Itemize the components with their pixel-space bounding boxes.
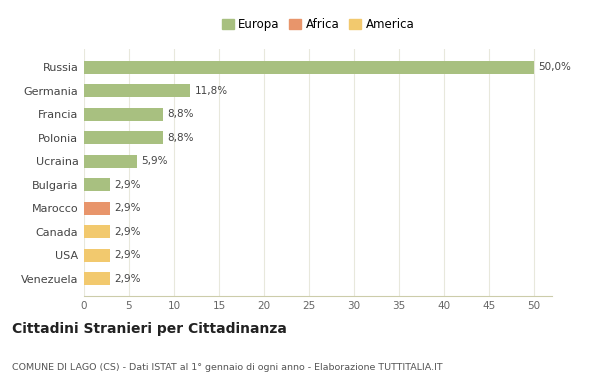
Bar	[84, 108, 163, 120]
Bar	[84, 84, 190, 97]
Text: 2,9%: 2,9%	[115, 250, 141, 260]
Text: 2,9%: 2,9%	[115, 180, 141, 190]
Text: 2,9%: 2,9%	[115, 227, 141, 237]
Bar	[84, 61, 534, 74]
Text: Cittadini Stranieri per Cittadinanza: Cittadini Stranieri per Cittadinanza	[12, 322, 287, 336]
Bar	[84, 131, 163, 144]
Text: 8,8%: 8,8%	[168, 109, 194, 119]
Bar	[84, 178, 110, 191]
Text: COMUNE DI LAGO (CS) - Dati ISTAT al 1° gennaio di ogni anno - Elaborazione TUTTI: COMUNE DI LAGO (CS) - Dati ISTAT al 1° g…	[12, 363, 443, 372]
Text: 50,0%: 50,0%	[539, 62, 571, 72]
Bar	[84, 272, 110, 285]
Text: 2,9%: 2,9%	[115, 203, 141, 213]
Bar	[84, 249, 110, 262]
Bar	[84, 202, 110, 215]
Text: 8,8%: 8,8%	[168, 133, 194, 142]
Text: 11,8%: 11,8%	[195, 86, 228, 96]
Text: 2,9%: 2,9%	[115, 274, 141, 284]
Legend: Europa, Africa, America: Europa, Africa, America	[220, 16, 416, 33]
Bar	[84, 225, 110, 238]
Bar	[84, 155, 137, 168]
Text: 5,9%: 5,9%	[142, 156, 168, 166]
